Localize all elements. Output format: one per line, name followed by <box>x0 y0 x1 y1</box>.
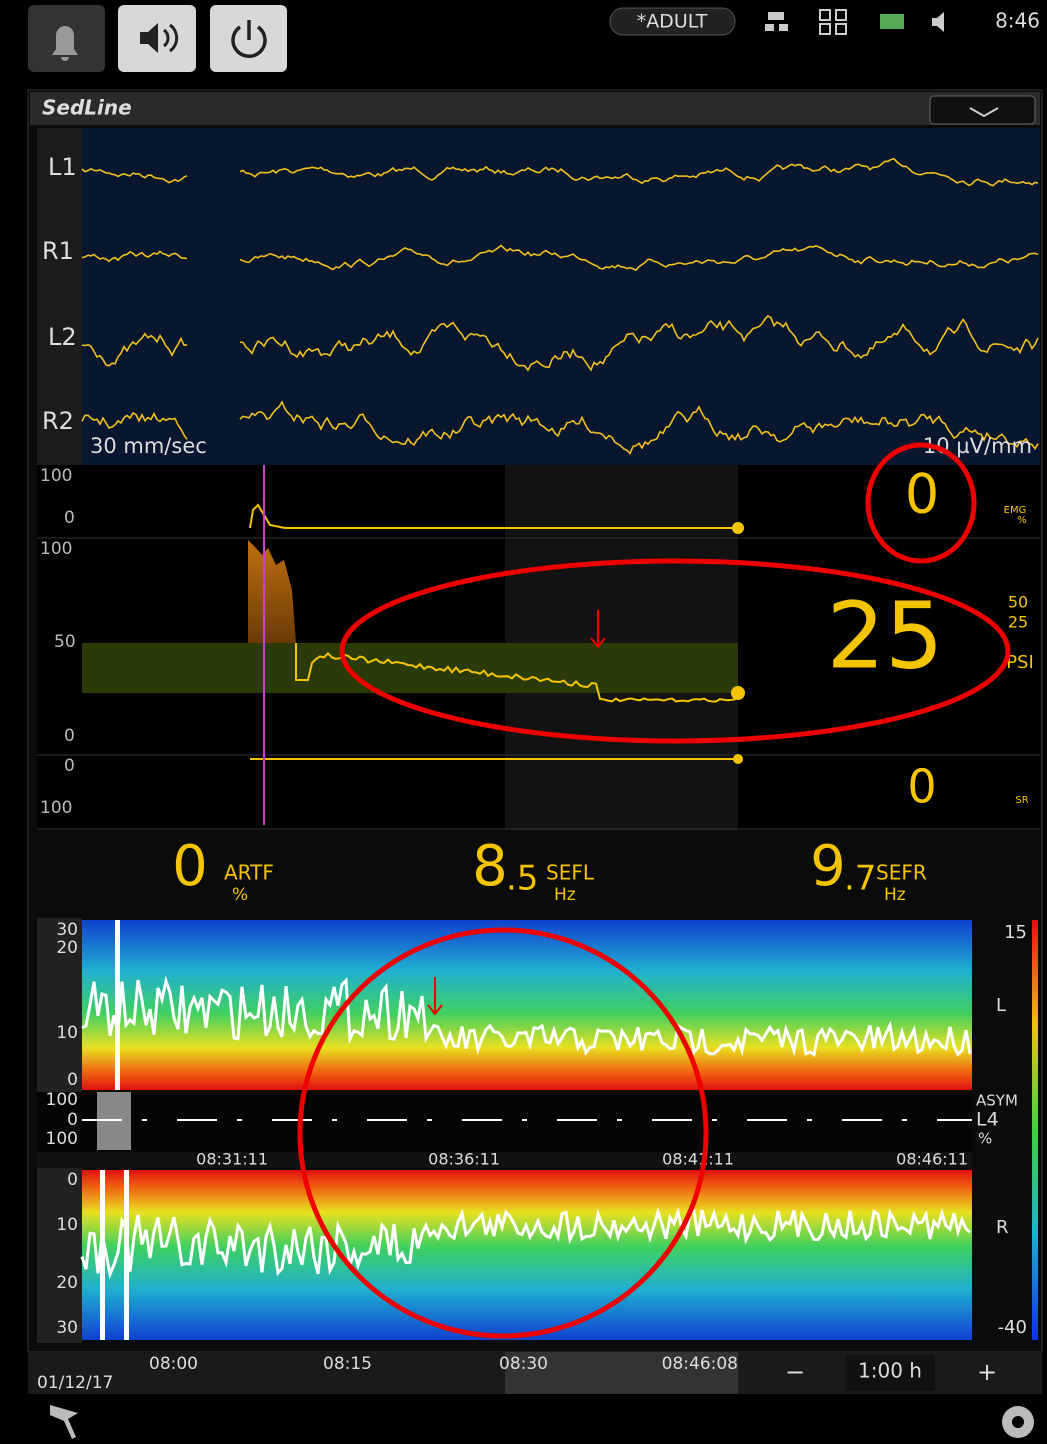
asym-strip <box>37 1092 972 1152</box>
zoom-out[interactable]: − <box>785 1358 805 1386</box>
dropdown-button[interactable] <box>930 96 1035 124</box>
spec-scale: 30 <box>56 920 78 940</box>
psi-value: 25 <box>826 582 943 689</box>
panel-header <box>30 92 1040 125</box>
screen: *ADULT 8:46 SedLine L1 R1 L2 R2 30 mm/se… <box>0 0 1047 1440</box>
asym-unit: % <box>978 1130 992 1148</box>
spec-scale: 10 <box>56 1215 78 1235</box>
param-value: 0 <box>172 834 208 899</box>
channel-label: R1 <box>42 237 74 265</box>
psi-label: PSI <box>1006 652 1034 673</box>
param-fraction: .7 <box>844 859 876 899</box>
status-icons <box>765 10 944 34</box>
asym-scale: 100 <box>46 1090 78 1110</box>
spec-scale: 0 <box>67 1170 78 1190</box>
spec-scale: 20 <box>56 1273 78 1293</box>
asym-scale: 100 <box>46 1129 78 1149</box>
flag-icon[interactable] <box>50 1405 78 1439</box>
sr-label: SR <box>1015 795 1028 806</box>
psi-scale: 100 <box>40 539 72 559</box>
timeline-tick: 08:15 <box>323 1354 372 1374</box>
right-label: R <box>996 1217 1009 1238</box>
emg-scale: 0 <box>64 508 75 528</box>
psi-current <box>731 686 745 700</box>
date: 01/12/17 <box>37 1373 113 1393</box>
settings-hole <box>1012 1416 1024 1428</box>
param-label: SEFL <box>546 861 595 885</box>
sr-value: 0 <box>907 760 936 814</box>
eeg-area <box>82 128 1040 465</box>
patient-mode: *ADULT <box>637 11 708 33</box>
spectrogram-left <box>82 920 972 1090</box>
param-unit: % <box>232 885 248 905</box>
emg-unit: % <box>1017 515 1027 526</box>
zoom-in[interactable]: + <box>977 1358 997 1386</box>
spec-time: 08:41:11 <box>662 1150 734 1169</box>
colorbar <box>1032 920 1038 1340</box>
asym-scale: 0 <box>67 1110 78 1130</box>
emg-current <box>732 522 744 534</box>
panel-title: SedLine <box>42 96 132 120</box>
sr-scale: 0 <box>64 756 75 776</box>
spec-scale: 10 <box>56 1023 78 1043</box>
colorbar-bottom: -40 <box>998 1317 1027 1338</box>
emg-value: 0 <box>905 463 939 526</box>
channel-label: L2 <box>48 323 77 351</box>
sr-scale: 100 <box>40 798 72 818</box>
param-value: 8 <box>472 834 508 899</box>
left-label: L <box>996 995 1006 1016</box>
asym-channel: L4 <box>976 1109 999 1131</box>
sweep-speed: 30 mm/sec <box>90 434 207 458</box>
emg-scale: 100 <box>40 466 72 486</box>
spec-time: 08:36:11 <box>428 1150 500 1169</box>
colorbar-top: 15 <box>1004 922 1027 943</box>
spec-scale: 30 <box>56 1318 78 1338</box>
param-unit: Hz <box>554 885 576 905</box>
timeline-tick: 08:00 <box>149 1354 198 1374</box>
timeline-tick: 08:46:08 <box>662 1354 738 1374</box>
timeline-tick: 08:30 <box>499 1354 548 1374</box>
spec-scale: 20 <box>56 938 78 958</box>
asym-label: ASYM <box>976 1092 1018 1110</box>
param-fraction: .5 <box>506 859 538 899</box>
clock: 8:46 <box>995 9 1040 33</box>
psi-scale: 50 <box>54 632 76 652</box>
spec-scale: 0 <box>67 1070 78 1090</box>
spec-time: 08:46:11 <box>896 1150 968 1169</box>
param-value: 9 <box>810 834 846 899</box>
spectrogram-right <box>82 1170 972 1340</box>
zoom-level: 1:00 h <box>858 1359 922 1383</box>
psi-scale: 0 <box>64 726 75 746</box>
channel-label: L1 <box>48 153 77 181</box>
psi-limit-low: 25 <box>1008 613 1028 632</box>
psi-target-band <box>82 643 738 693</box>
param-unit: Hz <box>884 885 906 905</box>
spec-time: 08:31:11 <box>196 1150 268 1169</box>
param-label: ARTF <box>224 861 274 885</box>
channel-label: R2 <box>42 407 74 435</box>
time-row <box>37 1152 972 1168</box>
sr-current <box>733 754 743 764</box>
psi-limit-high: 50 <box>1008 593 1028 612</box>
param-label: SEFR <box>876 861 927 885</box>
page: *ADULT 8:46 SedLine L1 R1 L2 R2 30 mm/se… <box>0 0 1047 1440</box>
